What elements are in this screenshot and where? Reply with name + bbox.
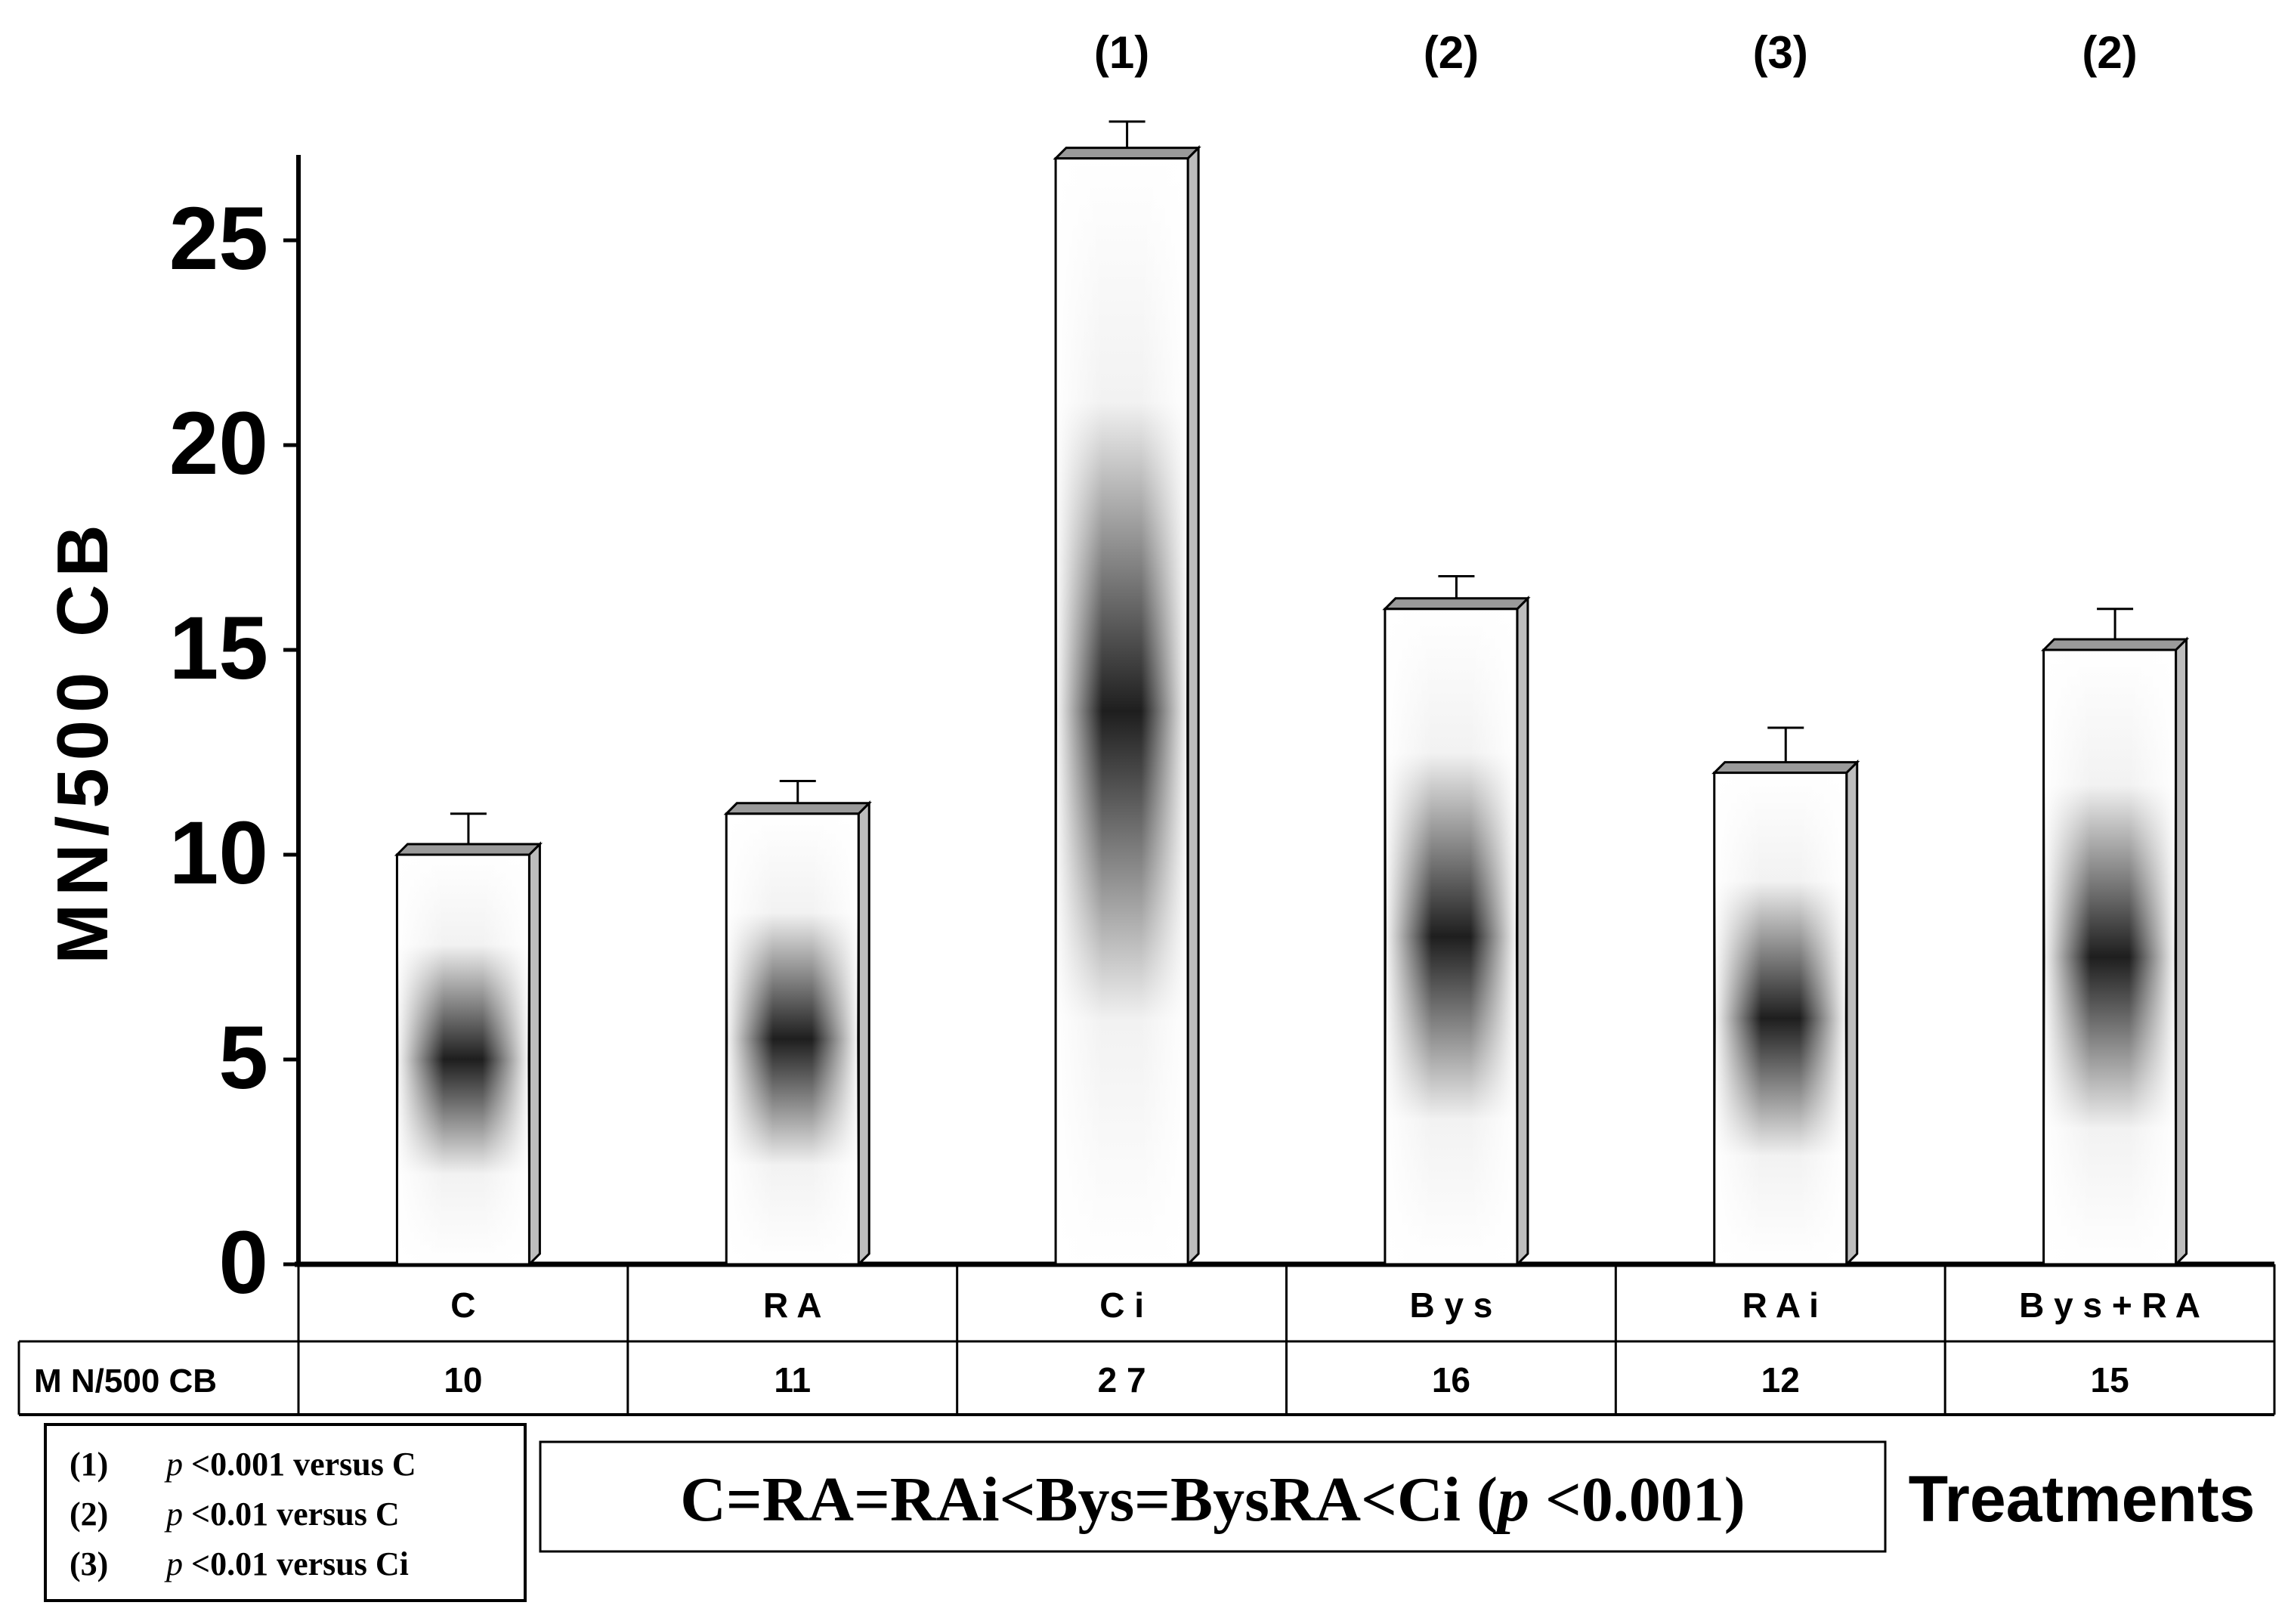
legend-item-1: (1) p <0.001 versus C — [70, 1446, 416, 1483]
legend-mark-3: (3) — [70, 1545, 108, 1582]
bar — [1382, 574, 1531, 1267]
legend-p-1: p — [164, 1446, 183, 1483]
summary-box: C=RA=RAi<Bys=BysRA<Ci (p <0.001) — [539, 1440, 1887, 1553]
y-tick-label: 10 — [169, 803, 268, 903]
legend-mark-2: (2) — [70, 1496, 108, 1533]
bar-side — [1845, 759, 1859, 1267]
legend-item-2: (2) p <0.01 versus C — [70, 1496, 400, 1533]
bar-highlight — [398, 856, 528, 1263]
bar-highlight — [1057, 159, 1187, 1264]
bar-top — [394, 843, 543, 856]
summary-prefix: C=RA=RAi<Bys=BysRA<Ci ( — [680, 1465, 1498, 1535]
bar — [2040, 608, 2190, 1267]
significance-mark: (2) — [1424, 27, 1479, 78]
table-category-label: B y s + R A — [2019, 1285, 2200, 1325]
y-tick-label: 5 — [218, 1008, 268, 1108]
bar-highlight — [1386, 610, 1516, 1263]
data-table: M N/500 CB C 10 R A 11 C i 2 7 B y s 16 R A i 12 B … — [17, 1264, 2276, 1416]
legend-text-2: <0.01 versus C — [191, 1496, 400, 1533]
table-value-label: 10 — [444, 1360, 482, 1400]
table-value-label: 11 — [774, 1360, 811, 1400]
legend-text-1: <0.001 versus C — [191, 1446, 416, 1483]
table-value-label: 16 — [1432, 1360, 1470, 1400]
significance-mark: (1) — [1094, 27, 1149, 78]
table-row-label: M N/500 CB — [34, 1363, 217, 1400]
significance-mark: (2) — [2082, 27, 2137, 78]
bar-top — [1711, 761, 1860, 775]
legend-text-3: <0.01 versus Ci — [191, 1545, 409, 1582]
x-axis-label: Treatments — [1909, 1463, 2256, 1536]
significance-mark: (3) — [1753, 27, 1808, 78]
bar-side — [857, 800, 870, 1267]
y-tick-label: 15 — [169, 599, 268, 698]
bar-highlight — [728, 815, 858, 1263]
legend-p-3: p — [164, 1545, 183, 1582]
table-value-label: 12 — [1761, 1360, 1800, 1400]
bar-highlight — [1715, 774, 1845, 1263]
table-category-label: C i — [1099, 1285, 1144, 1325]
legend-box: (1) p <0.001 versus C (2) p <0.01 versus… — [44, 1423, 527, 1602]
y-ticks: 0 5 10 15 20 25 — [169, 189, 298, 1313]
legend-item-3: (3) p <0.01 versus Ci — [70, 1545, 409, 1582]
bar-top — [1382, 597, 1531, 611]
summary-p: p — [1493, 1465, 1529, 1535]
bar — [1053, 120, 1201, 1267]
y-tick-label: 25 — [169, 189, 268, 289]
y-axis-label: MN/500 CB — [42, 517, 123, 964]
bar-top — [2040, 638, 2190, 651]
legend-p-2: p — [164, 1496, 183, 1533]
table-value-label: 15 — [2090, 1360, 2129, 1400]
table-category-label: R A — [763, 1285, 822, 1325]
significance-marks: (1) (2) (3) (2) — [1094, 27, 2138, 78]
table-value-label: 2 7 — [1098, 1360, 1146, 1400]
bar-side — [527, 841, 541, 1267]
bar — [394, 812, 543, 1267]
bar-side — [1186, 144, 1200, 1267]
bar — [723, 779, 872, 1267]
bars — [394, 120, 2190, 1267]
bar — [1711, 726, 1860, 1267]
y-tick-label: 0 — [218, 1213, 268, 1313]
table-category-label: C — [450, 1285, 475, 1325]
bar-top — [723, 802, 872, 815]
bar-top — [1053, 147, 1201, 160]
bar-side — [2175, 636, 2188, 1267]
bar-highlight — [2045, 651, 2175, 1263]
bar-side — [1516, 595, 1529, 1267]
table-category-label: B y s — [1409, 1285, 1492, 1325]
table-category-label: R A i — [1742, 1285, 1819, 1325]
summary-suffix: <0.001) — [1529, 1465, 1745, 1535]
summary-text: C=RA=RAi<Bys=BysRA<Ci (p <0.001) — [680, 1465, 1745, 1535]
y-tick-label: 20 — [169, 394, 268, 493]
legend-mark-1: (1) — [70, 1446, 108, 1483]
